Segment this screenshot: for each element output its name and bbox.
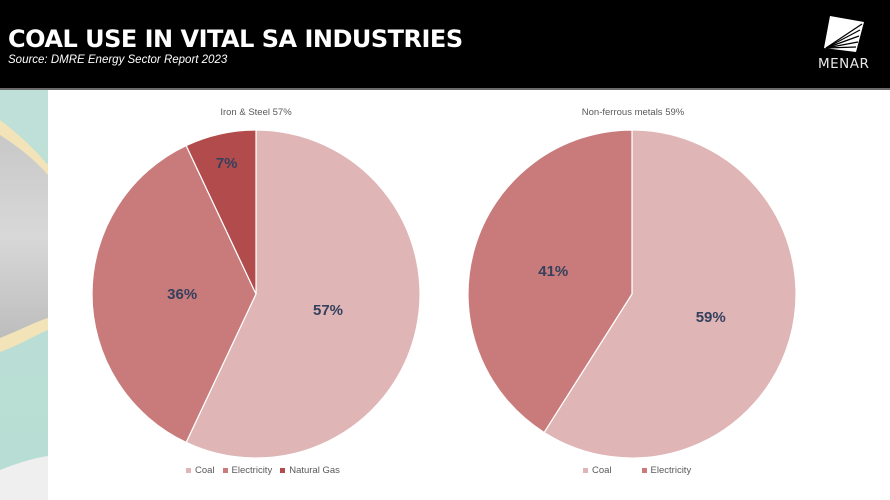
source-subtitle: Source: DMRE Energy Sector Report 2023 bbox=[8, 54, 228, 66]
menar-logo-icon bbox=[824, 16, 864, 52]
legend-item-electricity: Electricity bbox=[222, 465, 273, 476]
legend-label-electricity: Electricity bbox=[650, 465, 692, 476]
data-label-electricity: 36% bbox=[167, 286, 197, 303]
pie-slice-coal bbox=[185, 129, 421, 459]
legend-label-electricity: Electricity bbox=[231, 465, 273, 476]
data-label-electricity: 41% bbox=[538, 263, 568, 280]
legend-item-coal: Coal bbox=[583, 465, 612, 476]
pie-slice-electricity bbox=[91, 144, 257, 444]
legend-item-coal: Coal bbox=[186, 465, 215, 476]
chart-title-non-ferrous: Non-ferrous metals 59% bbox=[581, 107, 685, 118]
decorative-flag-image bbox=[0, 90, 48, 500]
pie-slice-electricity bbox=[467, 129, 633, 434]
legend-non-ferrous: Coal Electricity bbox=[583, 465, 699, 476]
legend-iron-steel: Coal Electricity Natural Gas bbox=[186, 465, 348, 476]
data-label-coal: 57% bbox=[313, 302, 343, 319]
legend-swatch-natural-gas bbox=[280, 468, 286, 473]
legend-label-natural-gas: Natural Gas bbox=[289, 465, 340, 476]
legend-swatch-coal bbox=[186, 468, 191, 473]
legend-swatch-coal bbox=[583, 468, 588, 473]
legend-label-coal: Coal bbox=[195, 465, 215, 476]
header-bar: COAL USE IN VITAL SA INDUSTRIES Source: … bbox=[0, 0, 890, 90]
chart-title-iron-steel: Iron & Steel 57% bbox=[220, 107, 292, 118]
legend-swatch-electricity bbox=[222, 468, 228, 473]
legend-item-natural-gas: Natural Gas bbox=[280, 465, 340, 476]
page-title: COAL USE IN VITAL SA INDUSTRIES bbox=[8, 25, 463, 53]
data-label-natural-gas: 7% bbox=[216, 155, 238, 172]
pie-slice-natural-gas bbox=[185, 129, 257, 295]
pie-slice-coal bbox=[543, 129, 797, 459]
legend-swatch-electricity bbox=[641, 468, 647, 473]
logo-text: MENAR bbox=[818, 56, 870, 72]
legend-item-electricity: Electricity bbox=[641, 465, 692, 476]
legend-label-coal: Coal bbox=[592, 465, 612, 476]
data-label-coal: 59% bbox=[696, 309, 726, 326]
